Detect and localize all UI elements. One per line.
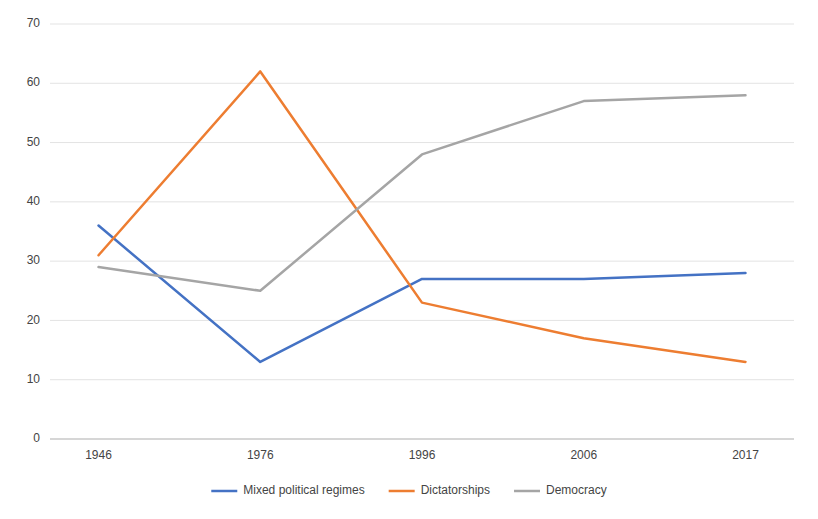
y-tick-label: 20 [27, 313, 41, 327]
x-tick-label: 1996 [409, 448, 436, 462]
legend-swatch [514, 490, 540, 493]
legend-label: Dictatorships [421, 483, 490, 497]
grid-line [50, 261, 794, 262]
legend-item: Democracy [514, 483, 607, 497]
series-line [99, 95, 746, 291]
legend-swatch [389, 490, 415, 493]
y-grid [50, 24, 794, 439]
grid-line [50, 83, 794, 84]
grid-line [50, 201, 794, 202]
y-tick-label: 10 [27, 372, 41, 386]
grid-line [50, 24, 794, 25]
y-tick-label: 60 [27, 75, 41, 89]
legend: Mixed political regimes Dictatorships Demo… [211, 483, 606, 497]
grid-line [50, 320, 794, 321]
y-tick-label: 40 [27, 194, 41, 208]
x-tick-label: 1946 [85, 448, 112, 462]
y-tick-label: 70 [27, 16, 41, 30]
chart: 0 10 20 30 40 50 60 70 1946 1976 1996 2006 2017 Mixed… [0, 0, 818, 519]
y-tick-label: 50 [27, 135, 41, 149]
x-tick-label: 1976 [247, 448, 274, 462]
legend-label: Democracy [546, 483, 607, 497]
y-tick-label: 0 [33, 431, 40, 445]
grid-line [50, 439, 794, 440]
x-tick-label: 2006 [570, 448, 597, 462]
series-line [99, 71, 746, 362]
chart-container: 0 10 20 30 40 50 60 70 1946 1976 1996 2006 2017 Mixed… [0, 0, 818, 519]
x-tick-label: 2017 [732, 448, 759, 462]
x-axis-line [50, 439, 794, 440]
legend-item: Dictatorships [389, 483, 490, 497]
legend-item: Mixed political regimes [211, 483, 364, 497]
plot-area [99, 71, 746, 362]
grid-line [50, 379, 794, 380]
legend-label: Mixed political regimes [243, 483, 364, 497]
legend-swatch [211, 490, 237, 493]
grid-line [50, 142, 794, 143]
y-tick-label: 30 [27, 253, 41, 267]
series-line [99, 226, 746, 362]
